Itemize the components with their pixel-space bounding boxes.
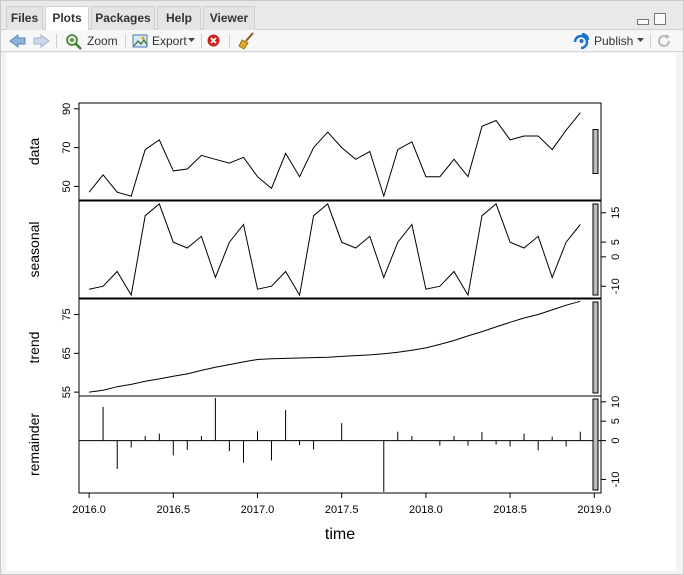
remove-plot-icon[interactable] — [207, 34, 221, 56]
toolbar-separator — [56, 34, 57, 48]
toolbar-separator — [229, 34, 230, 48]
panel-frame — [78, 395, 602, 494]
broom-icon[interactable] — [238, 32, 256, 54]
plot-canvas: 50 70 90 data -10 0 5 15 seasonal 55 65 75 trend -10 0… — [6, 53, 676, 571]
export-image-icon[interactable] — [132, 33, 150, 55]
tab-files[interactable]: Files — [6, 6, 43, 30]
panel-label-data: data — [26, 138, 42, 165]
x-tick-label: 2017.5 — [325, 504, 359, 516]
x-tick-label: 2018.0 — [409, 504, 443, 516]
toolbar-separator — [125, 34, 126, 48]
tab-help[interactable]: Help — [157, 6, 201, 30]
x-tick-label: 2016.0 — [72, 504, 106, 516]
tab-viewer[interactable]: Viewer — [203, 6, 255, 30]
y-tick-label: 70 — [61, 141, 73, 153]
panel-frame — [78, 200, 602, 299]
x-axis-label: time — [325, 526, 355, 543]
magnifier-icon[interactable] — [65, 33, 83, 55]
y-tick-label: 65 — [61, 347, 73, 359]
zoom-button[interactable]: Zoom — [87, 34, 118, 48]
panel-frame — [78, 298, 602, 397]
publish-button[interactable]: Publish — [594, 34, 634, 48]
scale-bar — [592, 301, 599, 394]
chevron-down-icon[interactable] — [188, 38, 196, 60]
maximize-pane-icon[interactable] — [654, 13, 666, 25]
publish-icon[interactable] — [572, 33, 592, 55]
refresh-icon[interactable] — [656, 33, 672, 55]
scale-bar — [592, 129, 599, 174]
y-tick-label: -10 — [610, 278, 622, 294]
y-tick-label: 5 — [610, 418, 622, 424]
y-tick-label: 0 — [610, 254, 622, 260]
trend-series-line — [89, 300, 581, 393]
y-tick-label: 0 — [610, 438, 622, 444]
export-button[interactable]: Export — [152, 34, 187, 48]
y-tick-label: 5 — [610, 239, 622, 245]
y-tick-label: 75 — [61, 308, 73, 320]
stl-decomposition-chart: 50 70 90 data -10 0 5 15 seasonal 55 65 75 trend -10 0… — [26, 102, 622, 543]
tab-plots[interactable]: Plots — [45, 6, 89, 31]
panel-label-remainder: remainder — [26, 413, 42, 476]
y-tick-label: 50 — [61, 180, 73, 192]
seasonal-series-line — [88, 203, 581, 297]
chevron-down-icon[interactable] — [637, 38, 645, 60]
y-tick-label: 15 — [610, 207, 622, 219]
y-tick-label: 10 — [610, 396, 622, 408]
panel-label-seasonal: seasonal — [26, 221, 42, 277]
y-tick-label: -10 — [610, 471, 622, 487]
plots-toolbar: Zoom Export Publish — [1, 30, 683, 52]
minimize-pane-icon[interactable] — [637, 19, 649, 25]
y-tick-label: 55 — [61, 386, 73, 398]
x-tick-label: 2019.0 — [577, 504, 611, 516]
panel-label-trend: trend — [26, 332, 42, 364]
y-tick-label: 90 — [61, 103, 73, 115]
scale-bar — [592, 398, 599, 491]
arrow-left-icon[interactable] — [9, 33, 27, 55]
tab-packages[interactable]: Packages — [91, 6, 155, 30]
panel-frame — [78, 102, 602, 201]
toolbar-separator — [650, 34, 651, 48]
arrow-right-icon[interactable] — [32, 33, 50, 55]
x-tick-label: 2017.0 — [241, 504, 275, 516]
scale-bar — [592, 203, 599, 296]
x-tick-label: 2016.5 — [156, 504, 190, 516]
data-series-line — [88, 112, 581, 198]
toolbar-separator — [201, 34, 202, 48]
x-tick-label: 2018.5 — [493, 504, 527, 516]
tab-bar: Files Plots Packages Help Viewer — [1, 1, 683, 31]
